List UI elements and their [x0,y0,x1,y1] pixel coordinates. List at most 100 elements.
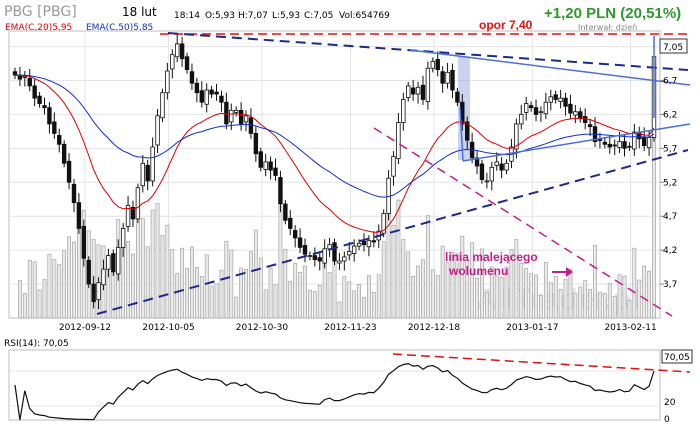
volume-bar [391,224,396,319]
volume-bar [578,286,583,319]
volume-bar [52,259,57,319]
candle-body [27,78,32,87]
candle-body [283,203,288,221]
date-label: 18 lut [122,5,157,19]
uptrend-line [96,149,689,315]
y-tick-label: 4,2 [663,246,677,256]
volume-bar [165,224,170,319]
candle-body [233,109,239,113]
candle-body [602,141,608,145]
volume-bar [18,280,22,319]
candle-body [199,90,204,103]
volume-bar [327,272,332,319]
candle-body [86,259,91,285]
volume-bar [268,267,273,319]
candle-body [71,183,77,204]
volume-bar [622,275,627,319]
candle-body [37,95,42,104]
candle-body [366,240,372,248]
volume-bar [647,270,651,319]
volume-bar [278,205,283,319]
volume-bar [367,275,371,319]
price-panel: AllTrader.pl opor 7,40 linia malejącego … [8,18,691,319]
volume-bar [548,282,553,319]
candle-body [548,96,553,103]
volume-bar [32,261,37,319]
close-value: C:7,05 [304,11,333,21]
candle-body [524,103,529,113]
y-tick-label: 3,7 [663,280,677,290]
candle-body [494,161,499,166]
candle-body [558,97,563,102]
volume-bar [258,257,263,319]
candle-body [322,248,327,264]
triangle-apex-line [459,107,464,162]
volume-bar [416,265,420,319]
volume-bar [62,250,67,319]
volume-bar [598,291,602,319]
volume-bar [312,291,317,319]
volume-bar [293,263,298,319]
candle-body [415,86,421,95]
candle-body [120,228,126,248]
candle-body [317,257,322,262]
rsi-tick-0: 0 [664,415,670,425]
candle-body [641,136,647,147]
candle-body [484,180,490,183]
volume-bar [224,240,229,319]
ema20-line [14,74,655,233]
volume-bar [288,280,293,319]
volume-bar [504,266,509,319]
candle-body [479,163,485,180]
volume-bar [583,280,588,319]
candle-body [504,162,509,171]
date-axis: 2012-09-12 2012-10-05 2012-10-30 2012-11-23… [59,323,657,333]
volume-bar [450,252,455,319]
candle-body [61,143,67,164]
volume-bar [273,284,278,319]
candle-body [410,87,416,95]
candle-body [219,95,224,103]
volume-bar [484,291,489,319]
volume-bar [308,289,312,319]
volume-bar [337,301,342,319]
candle-body [189,71,195,84]
volume-bar [371,291,376,319]
volume-value: Vol:654769 [339,11,390,21]
candle-body [445,71,450,84]
volume-bar [470,242,475,319]
x-tick-label: 2013-01-17 [506,323,558,333]
candle-body [450,69,455,91]
candle-body [214,91,219,95]
volume-bar [637,279,642,319]
candle-body [130,206,136,220]
candle-body [440,71,445,84]
candle-body [351,245,357,254]
candle-body [194,82,200,94]
candle-body [258,151,263,168]
price-change: +1,20 PLN (20,51%) [544,5,681,22]
rsi-panel-frame [8,349,661,421]
candle-body [622,141,627,149]
y-tick-label: 5,2 [663,178,677,188]
trend-lines [96,32,691,317]
volume-bar [475,277,479,319]
volume-bar [494,275,499,319]
candle-body [165,70,170,94]
volume-bar [534,274,538,319]
candle-body [22,76,28,78]
candle-body [396,122,401,159]
candle-body [553,94,558,100]
volume-bar [342,276,347,319]
candle-body [361,240,367,246]
candle-body [81,225,87,259]
x-tick-label: 2012-10-30 [236,323,289,333]
open-value: O:5,93 [205,11,235,21]
volume-note-line2: wolumenu [448,264,508,278]
candle-body [229,109,234,123]
candle-body [238,109,244,125]
volume-bar [352,290,357,319]
volume-bar [150,209,155,319]
volume-bar [376,274,381,319]
arrow-icon [552,267,573,277]
